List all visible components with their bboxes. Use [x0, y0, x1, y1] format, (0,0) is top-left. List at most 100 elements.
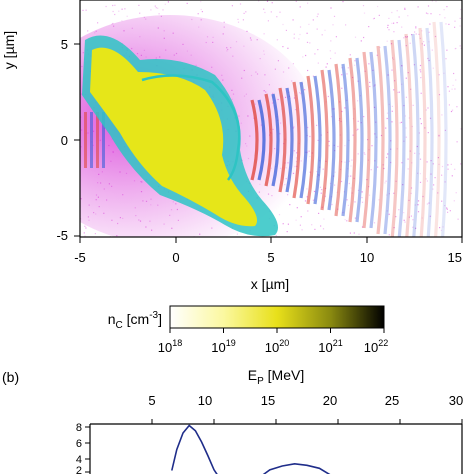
speckle — [342, 1, 344, 3]
speckle — [329, 50, 331, 52]
speckle — [162, 9, 164, 11]
colorbar-tick: 1019 — [211, 338, 235, 355]
speckle — [406, 36, 408, 38]
speckle — [441, 165, 444, 168]
speckle — [411, 125, 413, 128]
speckle — [276, 39, 278, 41]
speckle — [379, 46, 381, 49]
speckle — [121, 8, 123, 10]
speckle — [394, 80, 396, 82]
speckle — [407, 168, 409, 170]
speckle — [393, 58, 395, 60]
speckle — [328, 145, 330, 147]
speckle — [449, 210, 451, 212]
speckle — [429, 117, 432, 119]
speckle — [307, 210, 309, 212]
speckle — [359, 95, 361, 97]
speckle — [419, 118, 421, 120]
speckle — [293, 37, 295, 39]
speckle — [404, 221, 406, 223]
speckle — [438, 94, 441, 96]
speckle — [118, 10, 120, 12]
speckle — [432, 67, 434, 69]
speckle — [346, 73, 348, 75]
speckle — [454, 20, 456, 22]
speckle — [293, 33, 295, 35]
speckle — [459, 17, 461, 19]
top-tick-label: 10 — [198, 393, 212, 408]
speckle — [404, 36, 407, 38]
speckle — [363, 116, 365, 118]
speckle — [445, 58, 447, 60]
speckle — [412, 226, 414, 228]
speckle — [328, 140, 330, 142]
speckle — [320, 192, 322, 194]
speckle — [368, 149, 370, 151]
speckle — [401, 26, 403, 28]
speckle — [387, 24, 389, 26]
y-axis-label: y [µm] — [1, 31, 17, 69]
speckle — [384, 182, 386, 184]
speckle — [385, 180, 387, 182]
speckle — [433, 184, 435, 186]
speckle — [423, 44, 425, 46]
speckle — [112, 10, 114, 13]
wave-front — [411, 33, 420, 237]
speckle — [366, 179, 368, 181]
speckle — [451, 88, 453, 90]
speckle — [438, 163, 440, 165]
speckle — [410, 192, 412, 194]
speckle — [390, 140, 392, 142]
speckle — [231, 5, 233, 7]
speckle — [341, 110, 343, 113]
speckle — [411, 34, 413, 36]
speckle — [299, 26, 302, 28]
speckle — [411, 162, 413, 164]
speckle — [391, 105, 393, 107]
speckle — [427, 57, 429, 60]
speckle — [364, 70, 366, 72]
speckle — [378, 199, 380, 201]
speckle — [361, 201, 364, 203]
speckle — [337, 145, 339, 148]
speckle — [414, 204, 416, 206]
speckle — [84, 235, 86, 237]
speckle — [425, 109, 427, 111]
panel-a: -5 0 5 10 15 x [µm] 5 0 -5 y [µm] nC [cm… — [1, 0, 463, 355]
speckle — [419, 181, 422, 183]
speckle — [282, 223, 284, 225]
speckle — [455, 79, 457, 81]
wave-front — [439, 21, 448, 237]
speckle — [354, 201, 356, 203]
speckle — [427, 132, 429, 134]
speckle — [292, 63, 294, 65]
speckle — [312, 199, 314, 201]
speckle — [311, 224, 313, 226]
speckle — [367, 159, 369, 161]
speckle — [432, 188, 434, 190]
wave-front — [278, 87, 287, 193]
panel-b: (b) EP [MeV] 5 10 15 20 25 30 8 — [2, 367, 463, 474]
speckle — [405, 45, 407, 47]
speckle — [292, 19, 294, 21]
wave-front — [327, 69, 336, 211]
speckle — [390, 43, 393, 45]
speckle — [450, 110, 453, 113]
speckle — [371, 145, 373, 147]
speckle — [386, 112, 389, 114]
speckle — [84, 225, 86, 227]
speckle — [398, 16, 400, 18]
speckle — [114, 4, 116, 6]
speckle — [346, 199, 348, 201]
speckle — [444, 129, 446, 131]
speckle — [460, 8, 462, 11]
speckle — [351, 192, 353, 194]
speckle — [446, 49, 448, 51]
speckle — [431, 49, 433, 51]
speckle — [459, 45, 461, 47]
speckle — [368, 63, 370, 65]
speckle — [299, 224, 301, 226]
speckle — [312, 75, 314, 77]
speckle — [412, 219, 414, 221]
speckle — [330, 57, 332, 60]
